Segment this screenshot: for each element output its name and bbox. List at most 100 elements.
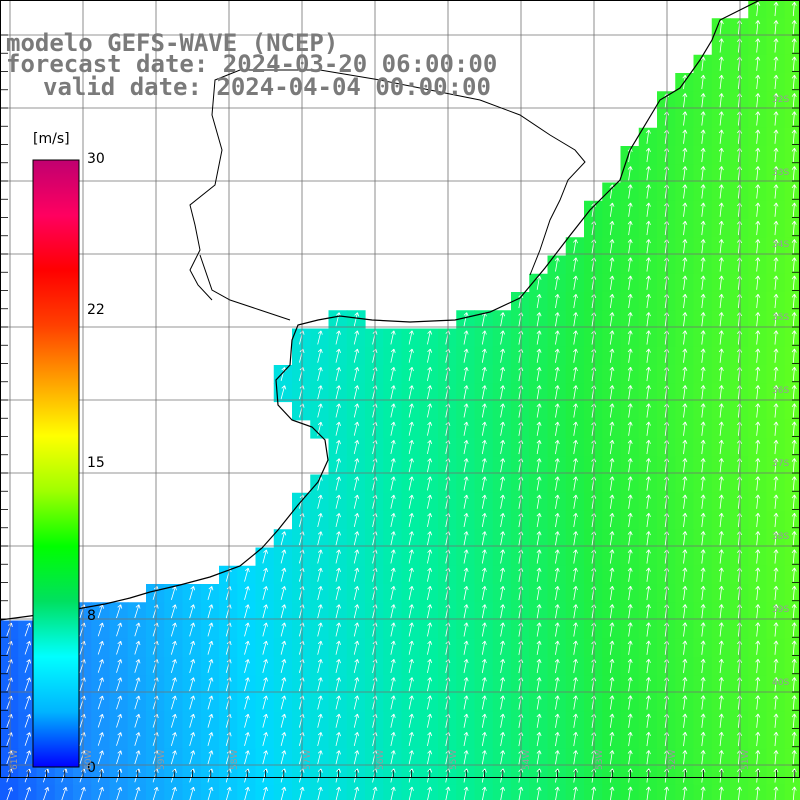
wind-arrow xyxy=(463,549,469,564)
wind-arrow xyxy=(79,786,86,800)
wind-arrow xyxy=(408,713,414,728)
wind-arrow xyxy=(755,166,761,181)
wind-arrow xyxy=(317,604,323,619)
wind-arrow xyxy=(97,786,104,800)
wind-arrow xyxy=(353,312,360,327)
valid-date: valid date: 2024-04-04 00:00:00 xyxy=(43,73,491,101)
wind-arrow xyxy=(755,640,761,655)
wind-arrow xyxy=(700,658,706,674)
wind-arrow xyxy=(427,658,433,674)
wind-arrow xyxy=(262,786,269,800)
wind-arrow xyxy=(500,403,506,418)
wind-arrow xyxy=(481,695,487,710)
wind-arrow xyxy=(500,786,506,800)
wind-arrow xyxy=(573,385,578,400)
wind-arrow xyxy=(116,677,123,692)
lon-label: 59W xyxy=(157,749,167,770)
wind-arrow xyxy=(244,604,250,619)
wind-arrow xyxy=(791,184,797,199)
wind-arrow xyxy=(645,312,651,327)
wind-arrow xyxy=(755,366,761,382)
wind-arrow xyxy=(700,93,706,108)
wind-arrow xyxy=(718,439,724,455)
wind-arrow xyxy=(427,421,433,436)
wind-arrow xyxy=(408,494,414,509)
wind-arrow xyxy=(207,659,214,673)
lat-label: 37S xyxy=(772,459,790,469)
wind-arrow xyxy=(427,494,433,509)
wind-arrow xyxy=(627,166,633,181)
wind-arrow xyxy=(536,403,542,418)
wind-arrow xyxy=(791,220,797,236)
wind-arrow xyxy=(280,640,287,655)
wind-arrow xyxy=(682,166,688,181)
wind-arrows xyxy=(6,1,797,800)
wind-arrow xyxy=(280,531,287,546)
wind-arrow xyxy=(609,567,615,582)
wind-arrow xyxy=(554,549,560,564)
wind-arrow xyxy=(573,750,578,765)
wind-cell xyxy=(784,511,800,530)
wind-arrow xyxy=(791,458,797,473)
wind-arrow xyxy=(280,786,287,800)
wind-arrow xyxy=(372,786,378,800)
wind-arrow xyxy=(609,658,615,674)
wind-arrow xyxy=(609,531,615,546)
wind-arrow xyxy=(408,348,414,363)
wind-arrow xyxy=(463,439,469,455)
wind-arrow xyxy=(791,585,797,601)
wind-arrow xyxy=(755,658,761,674)
wind-arrow xyxy=(427,439,433,455)
wind-cell xyxy=(784,127,800,147)
wind-arrow xyxy=(573,348,578,363)
wind-arrow xyxy=(408,440,414,455)
wind-arrow xyxy=(280,622,287,637)
wind-arrow xyxy=(627,585,633,601)
wind-arrow xyxy=(353,513,360,528)
wind-arrow xyxy=(700,257,706,272)
wind-arrow xyxy=(627,476,633,491)
wind-arrow xyxy=(189,732,196,746)
wind-arrow xyxy=(791,750,797,765)
wind-arrow xyxy=(536,385,542,400)
wind-arrow xyxy=(627,366,633,382)
wind-arrow xyxy=(427,330,433,345)
wind-arrow xyxy=(773,56,779,71)
wind-arrow xyxy=(609,312,615,327)
wind-arrow xyxy=(408,659,414,674)
wind-arrow xyxy=(335,458,341,473)
wind-arrow xyxy=(408,549,414,564)
wind-arrow xyxy=(791,330,797,345)
wind-arrow xyxy=(390,786,396,800)
wind-arrow xyxy=(335,440,341,455)
wind-arrow xyxy=(225,786,232,800)
wind-arrow xyxy=(262,659,269,673)
wind-arrow xyxy=(773,512,779,528)
wind-arrow xyxy=(755,421,761,436)
wind-arrow xyxy=(500,494,506,509)
wind-arrow xyxy=(773,74,779,90)
wind-arrow xyxy=(262,604,269,619)
wind-cell xyxy=(784,547,800,567)
wind-arrow xyxy=(427,695,433,710)
wind-arrow xyxy=(116,750,123,765)
wind-arrow xyxy=(390,732,396,747)
wind-arrow xyxy=(682,147,688,163)
wind-arrow xyxy=(627,458,633,473)
wind-cell xyxy=(784,620,800,640)
wind-arrow xyxy=(463,677,469,692)
wind-arrow xyxy=(627,695,633,710)
wind-arrow xyxy=(481,421,487,436)
wind-arrow xyxy=(244,732,250,746)
wind-arrow xyxy=(317,677,323,692)
wind-cell xyxy=(784,0,800,19)
wind-arrow xyxy=(24,622,31,637)
wind-arrow xyxy=(573,604,578,619)
wind-arrow xyxy=(134,786,141,800)
wind-arrow xyxy=(755,622,761,637)
wind-arrow xyxy=(609,750,615,765)
wind-arrow xyxy=(627,257,633,272)
wind-arrow xyxy=(791,239,797,254)
wind-cell xyxy=(784,182,800,202)
wind-arrow xyxy=(335,622,341,637)
